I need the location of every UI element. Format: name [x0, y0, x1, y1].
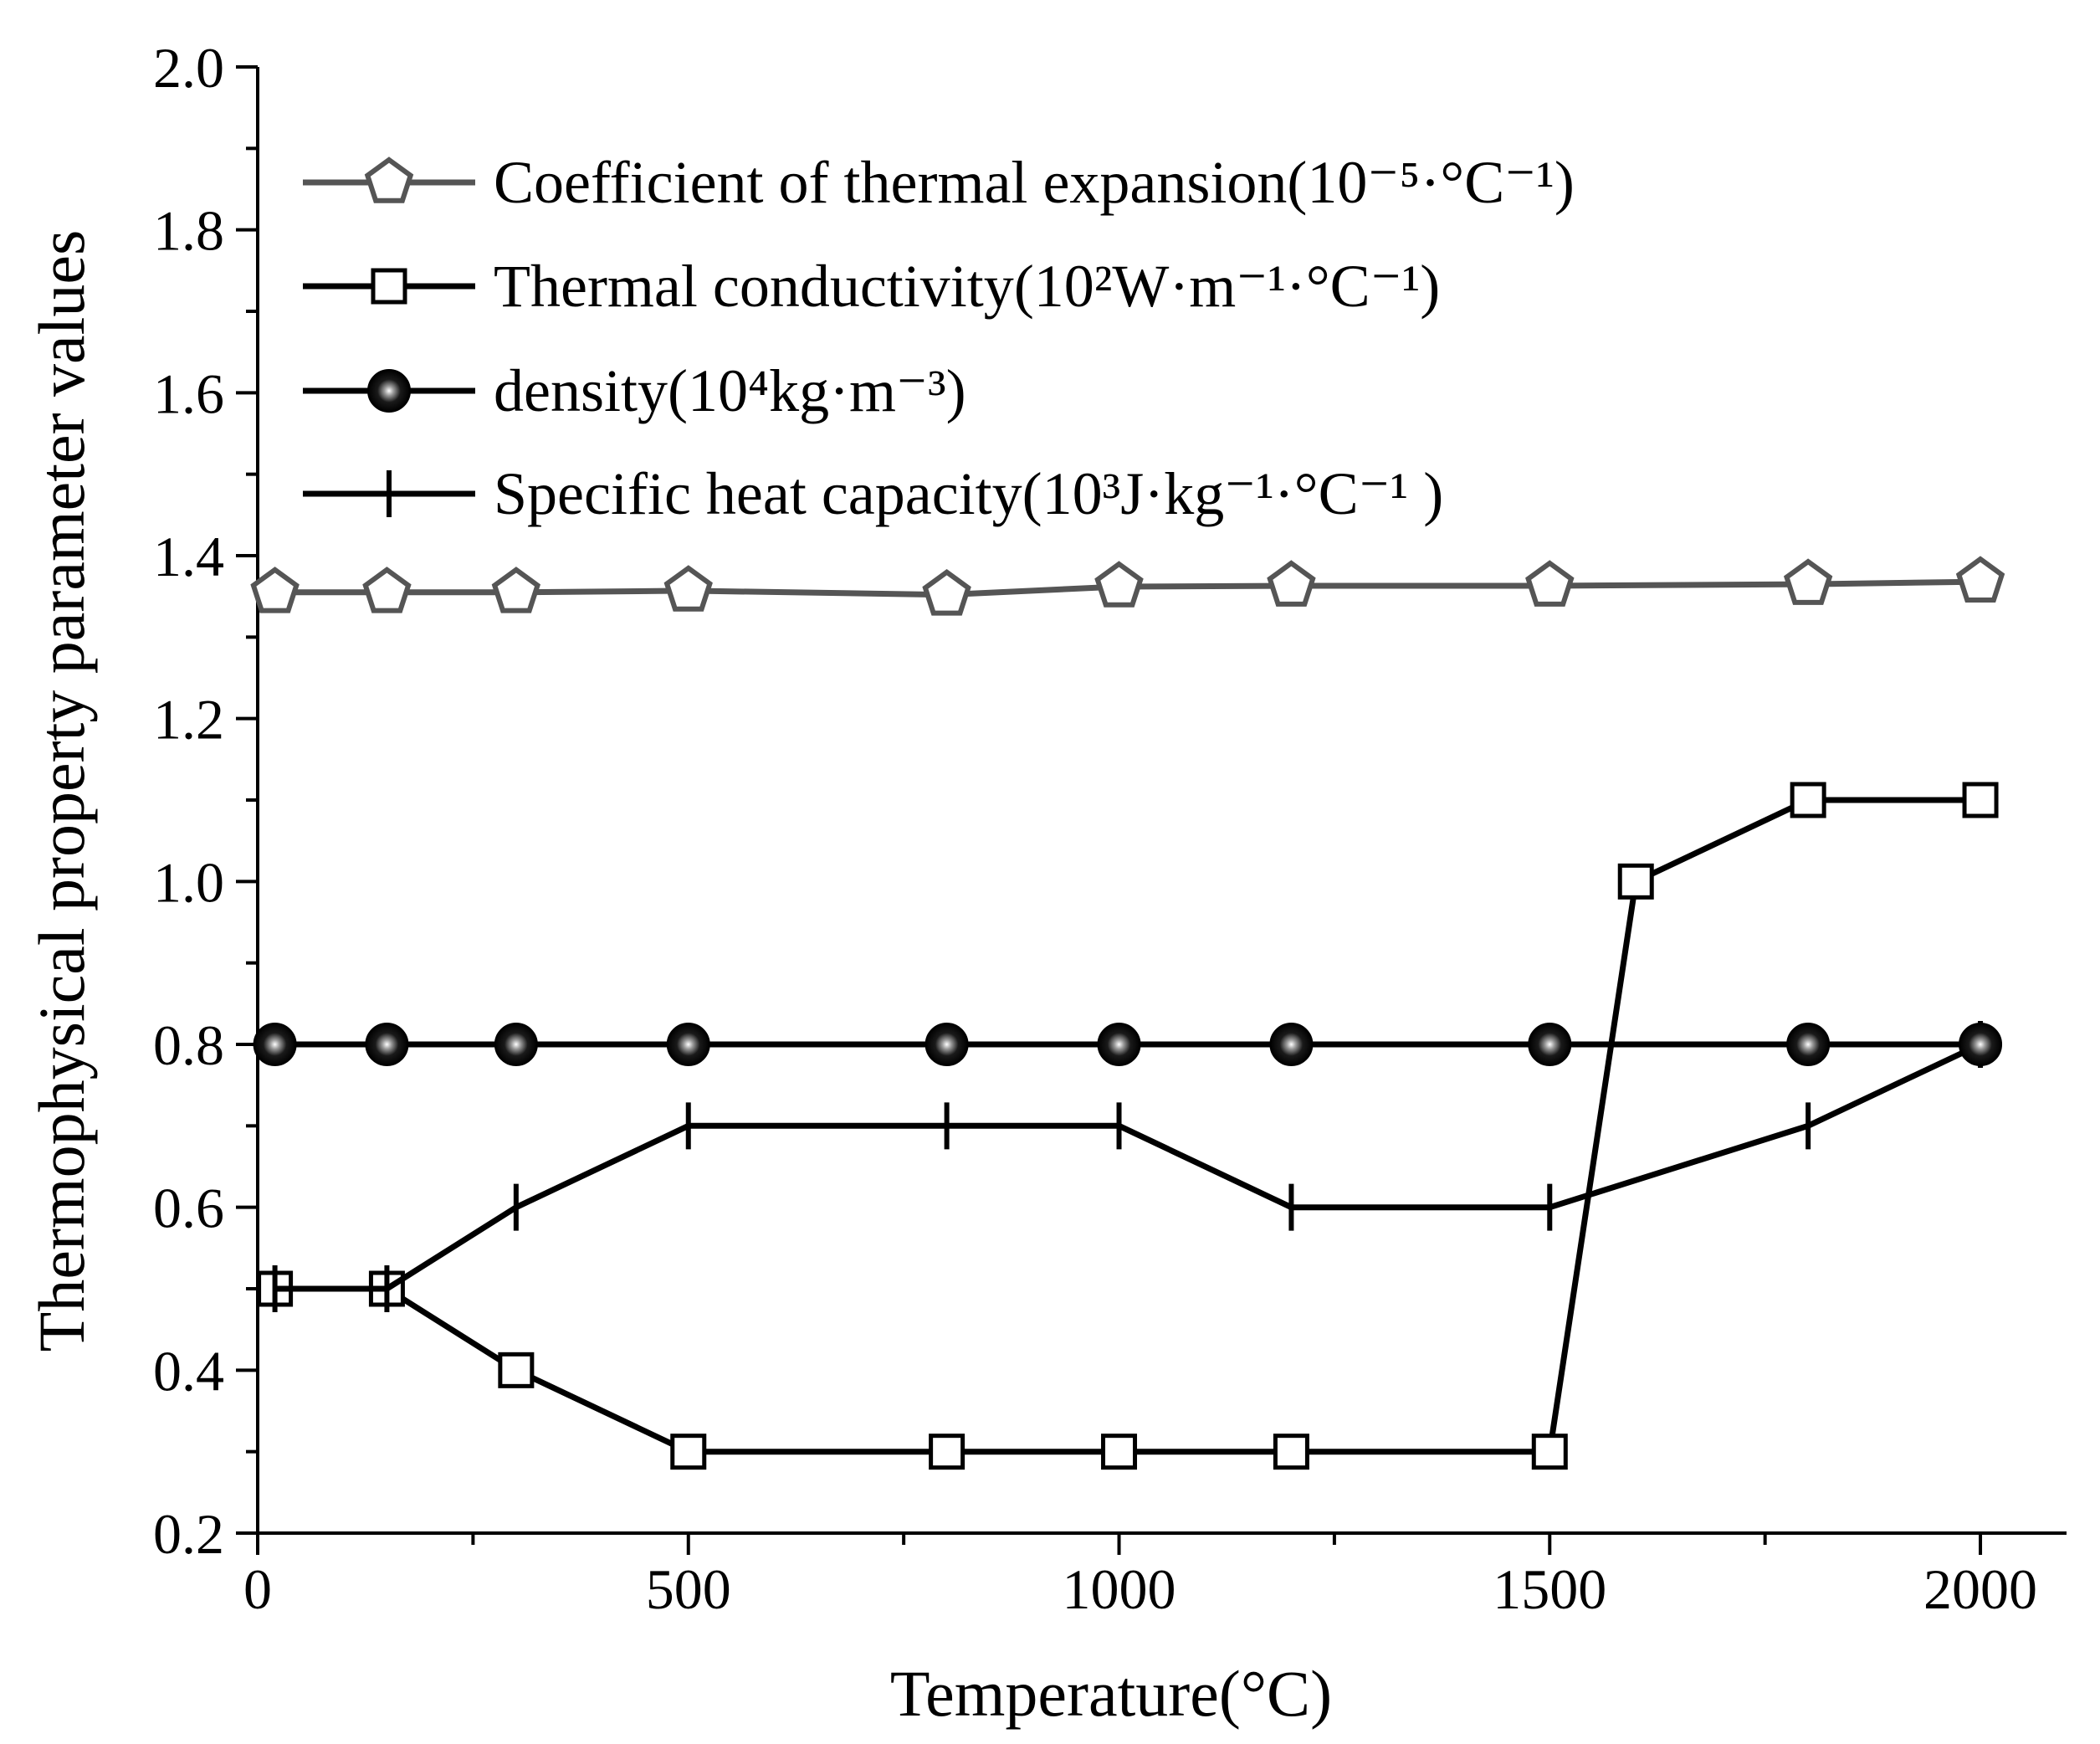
data-point-pentagon: [250, 567, 300, 613]
data-point-sphere: [1959, 1023, 2003, 1066]
data-point-pentagon: [1267, 560, 1316, 607]
data-point-pentagon: [922, 568, 971, 616]
y-tick-label: 1.4: [153, 525, 224, 588]
x-tick-label: 0: [243, 1557, 272, 1621]
series-layer: [250, 556, 2005, 1470]
y-tick-label: 0.2: [153, 1502, 224, 1566]
data-point-pentagon: [663, 565, 713, 612]
data-point-square: [1531, 1434, 1568, 1470]
data-point-pentagon: [1525, 560, 1575, 607]
series-2: [253, 1023, 2003, 1066]
legend-unit-specific-heat: (10³J·kg⁻¹·°C⁻¹ ): [1022, 460, 1444, 527]
legend-name-conductivity: Thermal conductivity: [494, 253, 1014, 320]
x-axis-title: Temperature(°C): [890, 1657, 1332, 1730]
data-point-pentagon: [491, 567, 541, 613]
data-point-pentagon: [1094, 561, 1144, 608]
data-point-sphere: [253, 1023, 297, 1066]
legend-label-conductivity: Thermal conductivity(10²W·m⁻¹·°C⁻¹): [494, 253, 1440, 320]
y-tick-label: 1.6: [153, 362, 224, 425]
legend-unit-density: (10⁴kg·m⁻³): [668, 357, 966, 424]
data-point-square: [929, 1434, 965, 1470]
legend-marker-pentagon-icon: [364, 156, 414, 203]
data-point-pentagon: [362, 567, 412, 613]
data-point-sphere: [1097, 1023, 1141, 1066]
data-point-sphere: [1528, 1023, 1572, 1066]
data-point-sphere: [666, 1023, 710, 1066]
legend-name-cte: Coefficient of thermal expansion: [494, 149, 1287, 216]
data-point-square: [1617, 863, 1654, 900]
data-point-square: [498, 1352, 535, 1388]
x-tick-label: 1500: [1493, 1557, 1606, 1621]
data-point-sphere: [1786, 1023, 1831, 1066]
legend-name-specific-heat: Specific heat capacity: [494, 460, 1022, 527]
legend-label-density: density(10⁴kg·m⁻³): [494, 357, 966, 424]
data-point-square: [1101, 1434, 1138, 1470]
data-point-square: [1273, 1434, 1309, 1470]
legend-unit-cte: (10⁻⁵·°C⁻¹): [1287, 149, 1574, 216]
legend-unit-conductivity: (10²W·m⁻¹·°C⁻¹): [1014, 253, 1440, 320]
axes: 0 500 1000 1500 2000 0.2 0.4 0.6 0.8 1.0 1.2 1.4 1.6…: [153, 36, 2067, 1621]
legend-marker-square-icon: [371, 268, 407, 305]
data-point-square: [670, 1434, 707, 1470]
legend-label-specific-heat: Specific heat capacity(10³J·kg⁻¹·°C⁻¹ ): [494, 460, 1443, 527]
data-point-sphere: [494, 1023, 538, 1066]
data-point-sphere: [925, 1023, 969, 1066]
x-tick-label: 2000: [1923, 1557, 2037, 1621]
data-point-square: [1790, 782, 1826, 818]
x-tick-label: 1000: [1063, 1557, 1176, 1621]
y-tick-label: 1.0: [153, 850, 224, 914]
y-tick-label: 2.0: [153, 36, 224, 100]
y-tick-label: 0.6: [153, 1177, 224, 1240]
x-tick-label: 500: [646, 1557, 731, 1621]
y-tick-label: 1.2: [153, 688, 224, 751]
data-point-square: [1962, 782, 1999, 818]
data-point-sphere: [365, 1023, 409, 1066]
legend-name-density: density: [494, 357, 668, 424]
legend-label-cte: Coefficient of thermal expansion(10⁻⁵·°C…: [494, 149, 1575, 216]
series-3: [272, 1021, 1984, 1312]
y-tick-label: 1.8: [153, 199, 224, 263]
data-point-pentagon: [1783, 558, 1833, 605]
y-tick-label: 0.4: [153, 1339, 224, 1403]
series-1: [257, 782, 1999, 1470]
legend: Coefficient of thermal expansion(10⁻⁵·°C…: [303, 149, 1575, 527]
series-line: [274, 1041, 1982, 1292]
data-point-sphere: [1269, 1023, 1314, 1066]
y-tick-label: 0.8: [153, 1013, 224, 1077]
y-axis-title: Thermophysical property parameter values: [25, 230, 98, 1352]
series-line: [274, 578, 1981, 598]
legend-marker-sphere-icon: [367, 369, 411, 413]
series-0: [250, 556, 2005, 616]
data-point-pentagon: [1955, 556, 2005, 603]
